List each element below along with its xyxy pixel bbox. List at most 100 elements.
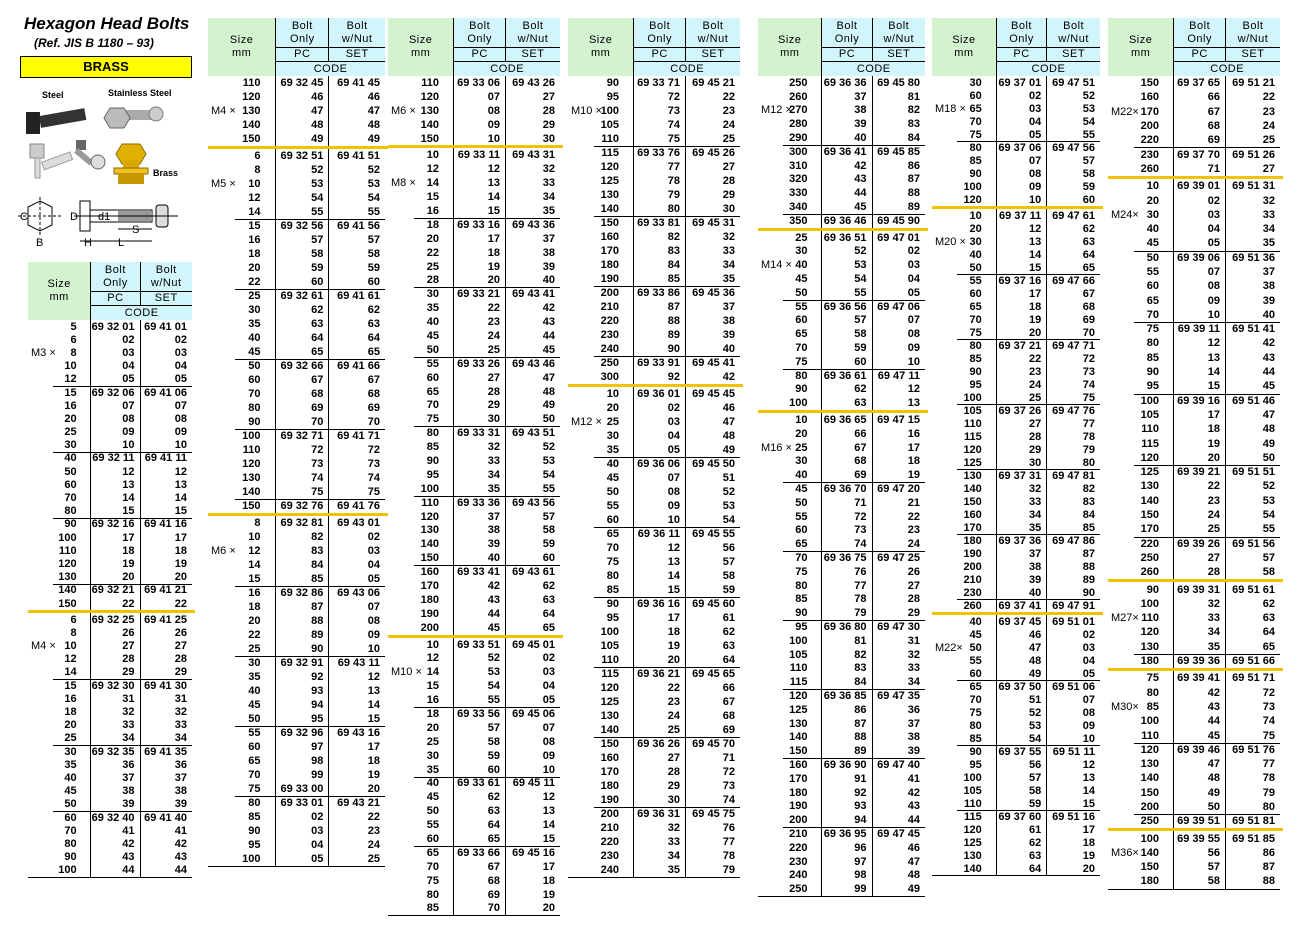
size-cell: 170 — [568, 765, 633, 779]
bolt-only-code: 91 — [821, 771, 871, 786]
bolt-only-code: 74 — [633, 118, 685, 132]
length-value: 45 — [248, 346, 261, 358]
bolt-only-code: 55 — [275, 205, 328, 219]
header-bolt-only: Bolt Only — [453, 18, 505, 48]
size-group: 150 69 33 81 69 45 31 160 82 32 170 83 33 180 84 34… — [568, 216, 740, 286]
table-row: M14 × 40 53 03 — [758, 258, 925, 273]
table-row: 10 82 02 — [208, 530, 385, 544]
bolt-nut-set-code: 13 — [1046, 771, 1100, 784]
bolt-nut-set-code: 27 — [504, 89, 560, 104]
length-value: 12 — [248, 545, 261, 557]
table-row: 12 54 54 — [208, 191, 385, 205]
length-value: 12 — [248, 192, 261, 204]
bolt-nut-set-code: 69 47 76 — [1046, 404, 1100, 417]
size-group: 130 69 37 31 69 47 81 140 32 82 150 33 83 160 34 84… — [932, 469, 1100, 534]
length-value: 150 — [242, 133, 261, 145]
table-row: 150 57 87 — [1108, 860, 1280, 875]
size-cell: 80 — [758, 369, 821, 383]
table-row: 200 69 33 86 69 45 36 — [568, 286, 740, 300]
table-header: Size mm Bolt Only Bolt w/Nut PC SET CODE — [932, 18, 1100, 76]
length-value: 50 — [606, 486, 619, 498]
header-wnut-label: w/Nut — [1237, 32, 1269, 45]
length-value: 25 — [795, 231, 808, 244]
size-cell: 16 — [388, 204, 453, 218]
length-value: 60 — [969, 287, 982, 300]
stainless-bolt-image — [103, 106, 164, 129]
length-value: 120 — [58, 557, 77, 570]
length-value: 115 — [964, 430, 982, 443]
size-group: 200 69 36 31 69 45 75 210 32 76 220 33 77 230 34 78… — [568, 807, 740, 877]
bolt-nut-set-code: 18 — [1046, 836, 1100, 849]
size-cell: 45 — [758, 272, 821, 286]
size-cell: 120 — [1108, 451, 1173, 465]
length-value: 60 — [248, 374, 261, 386]
length-value: 160 — [600, 752, 619, 764]
table-row: 260 71 27 — [1108, 161, 1280, 177]
size-cell: 100 — [1108, 714, 1173, 728]
bolt-nut-set-code: 22 — [1224, 90, 1280, 105]
material-badge: BRASS — [20, 56, 192, 78]
table-row: 65 69 33 66 69 45 16 — [388, 845, 560, 860]
bolt-only-code: 45 — [821, 200, 871, 214]
size-group: 125 69 39 21 69 51 51 130 22 52 140 23 53 150 24 54… — [1108, 465, 1280, 537]
table-row: M30× 85 43 73 — [1108, 699, 1280, 715]
bolt-only-code: 24 — [453, 329, 505, 343]
bolt-nut-set-code: 54 — [1224, 507, 1280, 523]
bolt-only-code: 37 — [90, 771, 139, 785]
size-cell: 55 — [758, 300, 821, 314]
length-value: 200 — [420, 621, 439, 634]
table-row: 310 42 86 — [758, 158, 925, 173]
bolt-only-code: 88 — [821, 730, 871, 745]
size-cell: 25 — [758, 231, 821, 245]
size-cell: M27× 110 — [1108, 611, 1173, 625]
size-cell: 50 — [28, 465, 90, 478]
bolt-nut-set-code: 86 — [871, 158, 925, 173]
table-row: 50 63 13 — [388, 804, 560, 819]
length-value: 200 — [789, 814, 808, 827]
bolt-nut-set-code: 26 — [871, 564, 925, 579]
bolt-nut-set-code: 47 — [1224, 407, 1280, 423]
length-value: 330 — [789, 187, 808, 200]
table-row: 170 91 41 — [758, 771, 925, 786]
table-row: 18 32 32 — [28, 705, 192, 719]
bolt-only-code: 87 — [633, 300, 685, 314]
bolt-only-code: 27 — [1173, 550, 1225, 566]
table-row: 50 69 39 06 69 51 36 — [1108, 250, 1280, 265]
table-row: 140 25 69 — [568, 723, 740, 737]
table-body: 90 69 33 71 69 45 21 95 72 22 M10 × 100 73 23 105 7… — [568, 76, 743, 878]
length-value: 60 — [606, 514, 619, 526]
size-cell: 280 — [758, 117, 821, 131]
size-cell: 65 — [568, 527, 633, 541]
table-header: Size mm Bolt Only Bolt w/Nut PC SET CODE — [568, 18, 740, 76]
bolt-only-code: 10 — [453, 131, 505, 146]
bolt-nut-set-code: 69 51 61 — [1224, 582, 1280, 597]
size-cell: 45 — [568, 471, 633, 485]
bolt-only-code: 52 — [275, 163, 328, 177]
size-cell: 45 — [758, 482, 821, 496]
size-cell: 230 — [1108, 147, 1173, 161]
bolt-nut-set-code: 38 — [871, 730, 925, 745]
table-row: 16 55 05 — [388, 693, 560, 708]
bolt-nut-set-code: 12 — [504, 790, 560, 805]
bolt-nut-set-code: 64 — [328, 331, 385, 345]
bolt-nut-set-code: 43 — [139, 850, 192, 864]
table-row: 45 62 12 — [388, 790, 560, 805]
size-code-table: Size mm Bolt Only Bolt w/Nut PC SET CODE 5 69 32 0… — [28, 262, 195, 878]
table-row: 140 64 20 — [932, 862, 1100, 875]
bolt-nut-set-code: 49 — [504, 398, 560, 413]
bolt-nut-set-code: 32 — [139, 705, 192, 719]
label-b: B — [36, 237, 43, 249]
table-row: 130 87 37 — [758, 716, 925, 731]
size-cell: 45 — [28, 785, 90, 798]
bolt-nut-set-code: 07 — [504, 720, 560, 735]
size-group: 50 69 39 06 69 51 36 55 07 37 60 08 38 65 09 39 70 10… — [1108, 250, 1280, 323]
size-group: 65 69 33 66 69 45 16 70 67 17 75 68 18 80 69 19 85 70… — [388, 845, 560, 916]
bolt-only-code: 69 33 36 — [453, 495, 505, 510]
length-value: 45 — [248, 699, 261, 711]
length-value: 40 — [426, 777, 439, 790]
bolt-nut-set-code: 69 51 85 — [1224, 831, 1280, 846]
table-row: 35 63 63 — [208, 317, 385, 331]
length-value: 35 — [606, 444, 619, 456]
table-row: 230 40 90 — [932, 586, 1100, 599]
bolt-only-code: 38 — [453, 523, 505, 538]
